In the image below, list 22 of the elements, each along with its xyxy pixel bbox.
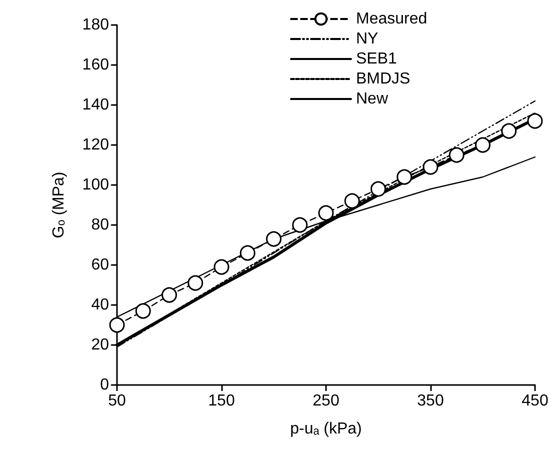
x-tick-label: 150	[208, 392, 235, 410]
y-tick-label: 20	[91, 336, 110, 354]
y-tick-label: 0	[100, 376, 110, 394]
y-tick-label: 60	[91, 256, 110, 274]
x-axis-title: p-uₐ (kPa)	[290, 420, 362, 438]
x-tick-label: 350	[417, 392, 444, 410]
legend-label: NY	[356, 30, 379, 48]
y-tick-label: 120	[82, 136, 110, 154]
legend-label: Measured	[356, 10, 428, 28]
x-tick-label: 450	[522, 392, 548, 410]
legend-label: New	[356, 90, 388, 108]
y-tick-label: 80	[91, 216, 110, 234]
x-tick-label: 250	[312, 392, 340, 410]
legend-label: SEB1	[356, 50, 398, 68]
x-tick-label: 50	[108, 392, 126, 410]
y-tick-label: 180	[82, 16, 110, 34]
y-tick-label: 140	[82, 96, 110, 114]
y-tick-label: 100	[82, 176, 110, 194]
y-axis-title: Gₒ (MPa)	[50, 172, 68, 238]
y-tick-label: 40	[91, 296, 110, 314]
y-tick-label: 160	[82, 56, 110, 74]
legend-label: BMDJS	[356, 70, 410, 88]
